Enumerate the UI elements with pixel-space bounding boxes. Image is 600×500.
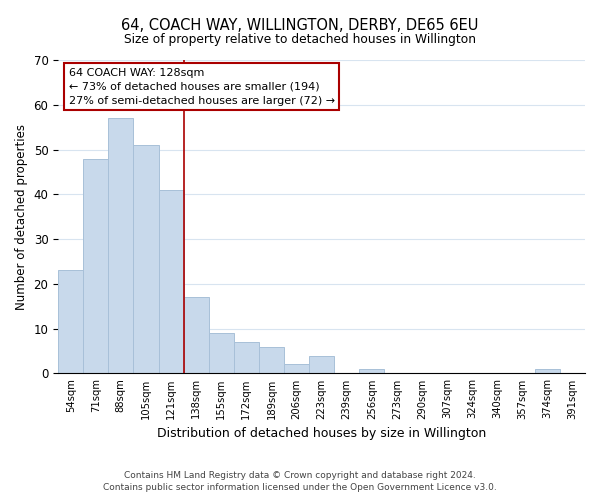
Bar	[234, 342, 259, 374]
Bar	[58, 270, 83, 374]
Bar	[109, 118, 133, 374]
X-axis label: Distribution of detached houses by size in Willington: Distribution of detached houses by size …	[157, 427, 486, 440]
Bar	[284, 364, 309, 374]
Text: Size of property relative to detached houses in Willington: Size of property relative to detached ho…	[124, 32, 476, 46]
Bar	[359, 369, 384, 374]
Text: Contains HM Land Registry data © Crown copyright and database right 2024.
Contai: Contains HM Land Registry data © Crown c…	[103, 471, 497, 492]
Bar	[309, 356, 334, 374]
Text: 64, COACH WAY, WILLINGTON, DERBY, DE65 6EU: 64, COACH WAY, WILLINGTON, DERBY, DE65 6…	[121, 18, 479, 32]
Bar	[184, 298, 209, 374]
Bar	[133, 145, 158, 374]
Text: 64 COACH WAY: 128sqm
← 73% of detached houses are smaller (194)
27% of semi-deta: 64 COACH WAY: 128sqm ← 73% of detached h…	[68, 68, 335, 106]
Bar	[83, 158, 109, 374]
Bar	[259, 346, 284, 374]
Bar	[209, 333, 234, 374]
Y-axis label: Number of detached properties: Number of detached properties	[15, 124, 28, 310]
Bar	[158, 190, 184, 374]
Bar	[535, 369, 560, 374]
